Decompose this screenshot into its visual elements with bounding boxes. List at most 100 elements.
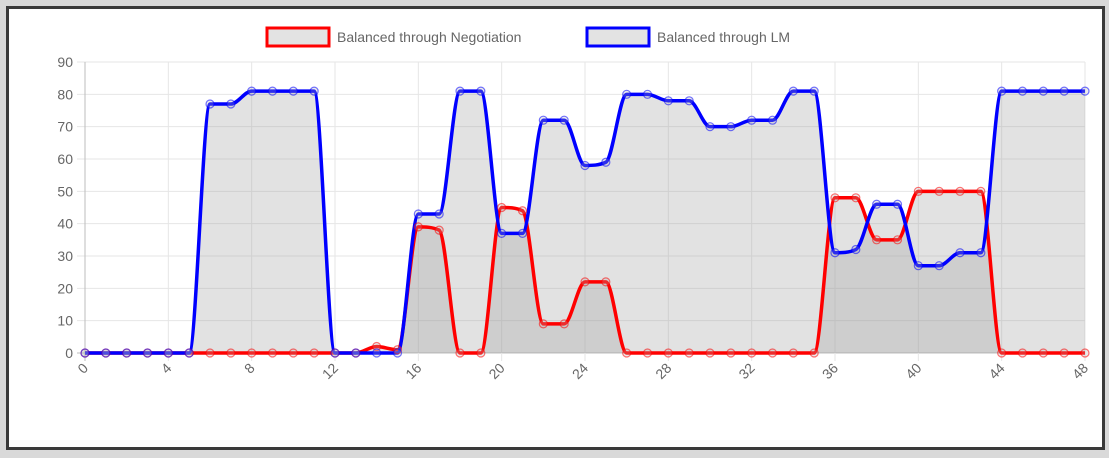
data-point (267, 348, 278, 358)
data-point (747, 348, 757, 358)
y-tick-label: 60 (57, 151, 73, 167)
data-point (809, 86, 819, 96)
data-point (288, 86, 298, 96)
data-point (476, 348, 486, 358)
data-point (559, 115, 569, 125)
y-tick-label: 50 (57, 183, 73, 199)
legend-label: Balanced through Negotiation (337, 29, 521, 45)
x-tick-label: 44 (985, 360, 1007, 382)
data-point (434, 209, 444, 219)
data-point (330, 348, 340, 358)
x-tick-label: 32 (735, 360, 757, 382)
data-point (663, 96, 673, 106)
data-point (1038, 86, 1048, 96)
data-point (455, 348, 465, 358)
legend-swatch (585, 26, 651, 48)
data-point (184, 348, 194, 358)
data-point (1017, 348, 1028, 358)
x-tick-label: 0 (74, 360, 91, 377)
data-point (1017, 86, 1028, 96)
data-point (830, 248, 840, 258)
y-tick-label: 80 (57, 86, 73, 102)
data-point (872, 235, 882, 245)
x-tick-label: 4 (158, 360, 175, 377)
series-area-fill (85, 191, 1085, 353)
data-point (955, 248, 965, 258)
data-point (309, 348, 319, 358)
data-point (997, 86, 1007, 96)
data-point (392, 345, 403, 355)
data-point (892, 235, 903, 245)
data-point (101, 348, 111, 358)
x-tick-label: 24 (569, 360, 591, 382)
x-tick-label: 20 (485, 360, 507, 382)
data-point (1080, 86, 1090, 96)
legend: Balanced through Negotiation Balanced thr… (265, 26, 790, 48)
data-point (767, 348, 778, 358)
data-point (351, 348, 361, 358)
series-line (84, 189, 1085, 355)
data-point (247, 348, 257, 358)
data-point (309, 86, 319, 96)
data-point (163, 348, 173, 358)
data-point (934, 186, 944, 196)
data-point (205, 348, 215, 358)
x-tick-label: 40 (902, 360, 924, 382)
data-point (934, 261, 944, 271)
data-point (413, 209, 423, 219)
data-point (622, 89, 632, 99)
data-point (851, 244, 861, 255)
y-axis-ticks: 0 10 20 30 40 50 60 70 80 90 (57, 54, 73, 361)
data-point (851, 193, 861, 203)
data-point (538, 115, 548, 125)
y-tick-label: 20 (57, 280, 73, 296)
data-point (267, 86, 278, 96)
grid (77, 61, 1086, 361)
x-tick-label: 12 (319, 360, 341, 382)
y-tick-label: 90 (57, 54, 73, 70)
data-point (642, 89, 653, 99)
data-point (413, 222, 423, 232)
legend-label: Balanced through LM (657, 29, 790, 45)
y-tick-label: 70 (57, 119, 73, 135)
data-point (559, 319, 569, 329)
data-point (434, 225, 444, 235)
y-tick-label: 30 (57, 248, 73, 264)
x-tick-label: 28 (652, 360, 674, 382)
data-point (976, 186, 986, 196)
line-chart: Balanced through Negotiation Balanced thr… (57, 26, 1091, 382)
data-point (247, 86, 257, 96)
data-point (788, 348, 798, 358)
data-point (892, 199, 903, 209)
data-point (497, 228, 507, 238)
x-tick-label: 36 (819, 360, 841, 382)
data-point (747, 115, 757, 125)
y-tick-label: 0 (65, 345, 73, 361)
data-point (976, 248, 986, 258)
data-point (392, 348, 403, 358)
data-point (1059, 348, 1069, 358)
data-point (372, 341, 382, 352)
data-point (642, 348, 653, 358)
x-axis-ticks: 0 4 8 12 16 20 24 28 32 36 40 44 48 (74, 360, 1091, 382)
x-tick-label: 16 (402, 360, 424, 382)
data-point (142, 348, 153, 358)
data-point (226, 348, 236, 358)
data-point (80, 348, 90, 358)
data-point (538, 319, 548, 329)
data-point (1080, 348, 1090, 358)
data-point (372, 348, 382, 358)
data-point (684, 348, 694, 358)
data-point (955, 186, 965, 196)
series-area-fill (85, 91, 1085, 353)
data-point (580, 277, 590, 287)
data-point (580, 160, 590, 171)
data-point (726, 348, 736, 358)
data-point (788, 86, 798, 96)
data-point (517, 228, 528, 238)
data-point (122, 348, 132, 358)
data-point (767, 115, 778, 125)
x-tick-label: 48 (1069, 360, 1091, 382)
data-point (205, 99, 215, 109)
data-point (872, 199, 882, 209)
